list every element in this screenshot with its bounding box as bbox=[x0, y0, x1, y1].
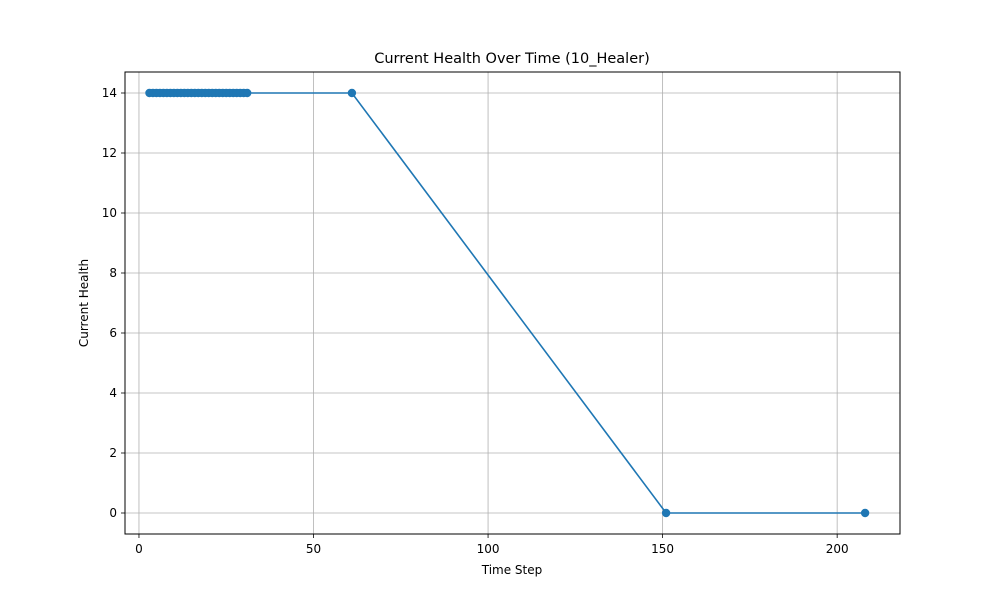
data-point bbox=[661, 508, 671, 518]
x-axis-label: Time Step bbox=[481, 563, 543, 577]
y-tick-label: 8 bbox=[109, 266, 117, 280]
y-tick-label: 14 bbox=[102, 86, 117, 100]
x-tick-label: 200 bbox=[826, 542, 849, 556]
y-tick-label: 0 bbox=[109, 506, 117, 520]
x-tick-label: 100 bbox=[477, 542, 500, 556]
y-tick-label: 4 bbox=[109, 386, 117, 400]
data-point bbox=[242, 88, 252, 98]
plot-frame bbox=[124, 71, 901, 535]
y-tick-label: 12 bbox=[102, 146, 117, 160]
grid bbox=[125, 72, 900, 534]
series-line bbox=[149, 92, 866, 514]
data-point bbox=[860, 508, 870, 518]
y-axis-label: Current Health bbox=[77, 259, 91, 347]
data-point bbox=[347, 88, 357, 98]
y-tick-label: 10 bbox=[102, 206, 117, 220]
axis-ticks: 0 50 100 150 200 0 2 4 6 8 10 12 14 bbox=[102, 86, 849, 556]
x-tick-label: 150 bbox=[651, 542, 674, 556]
x-tick-label: 50 bbox=[306, 542, 321, 556]
y-tick-label: 6 bbox=[109, 326, 117, 340]
chart-title: Current Health Over Time (10_Healer) bbox=[374, 51, 650, 67]
series bbox=[145, 88, 870, 518]
y-tick-label: 2 bbox=[109, 446, 117, 460]
x-tick-label: 0 bbox=[135, 542, 143, 556]
